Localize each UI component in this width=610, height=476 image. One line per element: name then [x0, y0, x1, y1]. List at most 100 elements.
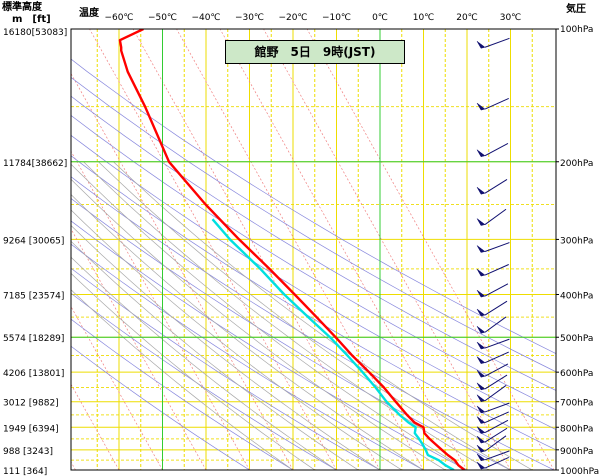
plot-frame — [70, 28, 557, 471]
wind-barb-shaft — [484, 374, 508, 390]
dry-adiabat — [71, 77, 556, 373]
wind-barb-shaft — [484, 450, 510, 461]
wind-barb — [476, 242, 510, 253]
wind-barb — [476, 402, 510, 414]
wind-barb-flag — [476, 435, 486, 444]
temperature-tick-label: 0℃ — [372, 13, 388, 23]
dry-adiabat — [71, 243, 424, 470]
wind-barb-flag — [476, 149, 486, 158]
wind-barb-shaft — [484, 411, 509, 423]
dry-adiabat — [71, 58, 556, 354]
wind-barb-flag — [476, 356, 486, 364]
temperature-tick-label: −20℃ — [278, 13, 307, 23]
wind-barb-flag — [476, 41, 486, 49]
dry-adiabat — [71, 220, 468, 470]
dry-adiabat — [71, 134, 556, 430]
wind-barb-flag — [476, 341, 486, 350]
wind-barb-flag — [476, 187, 486, 195]
pressure-tick-label: 300hPa — [560, 236, 593, 246]
skewed-isotherm — [263, 29, 511, 470]
wind-barb — [476, 208, 507, 226]
moist-adiabat — [71, 209, 402, 470]
dry-adiabat — [71, 95, 556, 391]
wind-barb — [476, 457, 509, 470]
wind-barb-shaft — [484, 457, 509, 469]
wind-barb-flag — [476, 102, 486, 111]
wind-barb-flag — [476, 326, 486, 334]
wind-barb — [476, 178, 508, 195]
height-tick-label: 11784[38662] — [3, 159, 67, 169]
height-tick-label: 9264 [30065] — [3, 236, 64, 246]
wind-barb-flag — [476, 426, 486, 434]
dry-adiabat — [71, 155, 556, 451]
skewed-isotherm — [71, 383, 120, 470]
chart-title: 館野 5日 9時(JST) — [225, 40, 405, 64]
wind-barb-flag — [476, 382, 486, 391]
height-tick-label: 5574 [18289] — [3, 334, 64, 344]
wind-barb-shaft — [484, 98, 509, 110]
dry-adiabat — [71, 318, 294, 470]
wind-barb — [476, 363, 509, 378]
moist-adiabat — [71, 289, 294, 470]
wind-barb — [476, 316, 507, 334]
temperature-tick-label: −10℃ — [322, 13, 351, 23]
wind-barb — [476, 419, 509, 434]
wind-barb-flag — [476, 461, 486, 470]
wind-barb-flag — [476, 308, 486, 317]
temperature-tick-label: −30℃ — [235, 13, 264, 23]
skewed-isotherm — [132, 29, 381, 470]
moist-adiabat — [98, 161, 511, 470]
moist-adiabat — [71, 178, 446, 470]
dry-adiabat — [71, 345, 250, 470]
dry-adiabat — [71, 292, 337, 470]
moist-adiabat — [71, 225, 381, 470]
wind-barb-shaft — [484, 351, 509, 364]
wind-barb-flag — [476, 289, 486, 298]
temperature-tick-label: 20℃ — [456, 13, 478, 23]
wind-barb — [476, 264, 509, 277]
temperature-tick-label: −40℃ — [191, 13, 220, 23]
wind-barb-flag — [476, 453, 486, 462]
pressure-header: 気圧 — [565, 2, 586, 15]
skewed-isotherm — [71, 228, 207, 470]
dry-adiabat — [71, 198, 511, 470]
pressure-tick-label: 200hPa — [560, 159, 593, 169]
pressure-tick-label: 800hPa — [560, 424, 593, 434]
wind-barb-shaft — [484, 316, 507, 333]
skewed-isotherm — [71, 305, 163, 470]
wind-barb-flag — [476, 405, 486, 414]
height-tick-label: 16180[53083] — [3, 28, 67, 38]
dry-adiabat — [71, 267, 381, 470]
wind-barb — [476, 37, 510, 49]
wind-barb — [476, 351, 509, 364]
dry-adiabat — [71, 176, 555, 470]
wind-barb — [476, 385, 507, 403]
wind-barb — [476, 338, 510, 350]
skewed-isotherm — [306, 29, 555, 470]
wind-barb — [476, 143, 509, 158]
pressure-tick-label: 100hPa — [560, 25, 593, 35]
wind-barb-shaft — [484, 402, 510, 413]
wind-barb-flag — [476, 245, 486, 253]
wind-barb-shaft — [484, 37, 510, 48]
wind-barb — [476, 374, 508, 391]
wind-barb-flag — [476, 370, 486, 378]
wind-barb-shaft — [484, 178, 508, 194]
wind-barb — [476, 450, 510, 462]
height-tick-label: 3012 [9882] — [3, 399, 59, 409]
skewed-isotherm — [71, 72, 294, 470]
wind-barb — [476, 427, 508, 444]
dry-adiabat — [71, 115, 556, 411]
wind-barb-shaft — [484, 363, 509, 377]
wind-barb-shaft — [484, 242, 510, 252]
wind-barb-flag — [476, 268, 486, 277]
moist-adiabat — [113, 161, 533, 470]
moist-adiabat — [71, 256, 337, 470]
wind-barb-shaft — [484, 208, 507, 225]
temperature-header: 温度 — [79, 6, 100, 19]
wind-barb-flag — [476, 394, 486, 403]
wind-barb — [476, 435, 507, 453]
dewpoint-profile-line — [211, 218, 455, 470]
moist-adiabat — [71, 240, 359, 470]
